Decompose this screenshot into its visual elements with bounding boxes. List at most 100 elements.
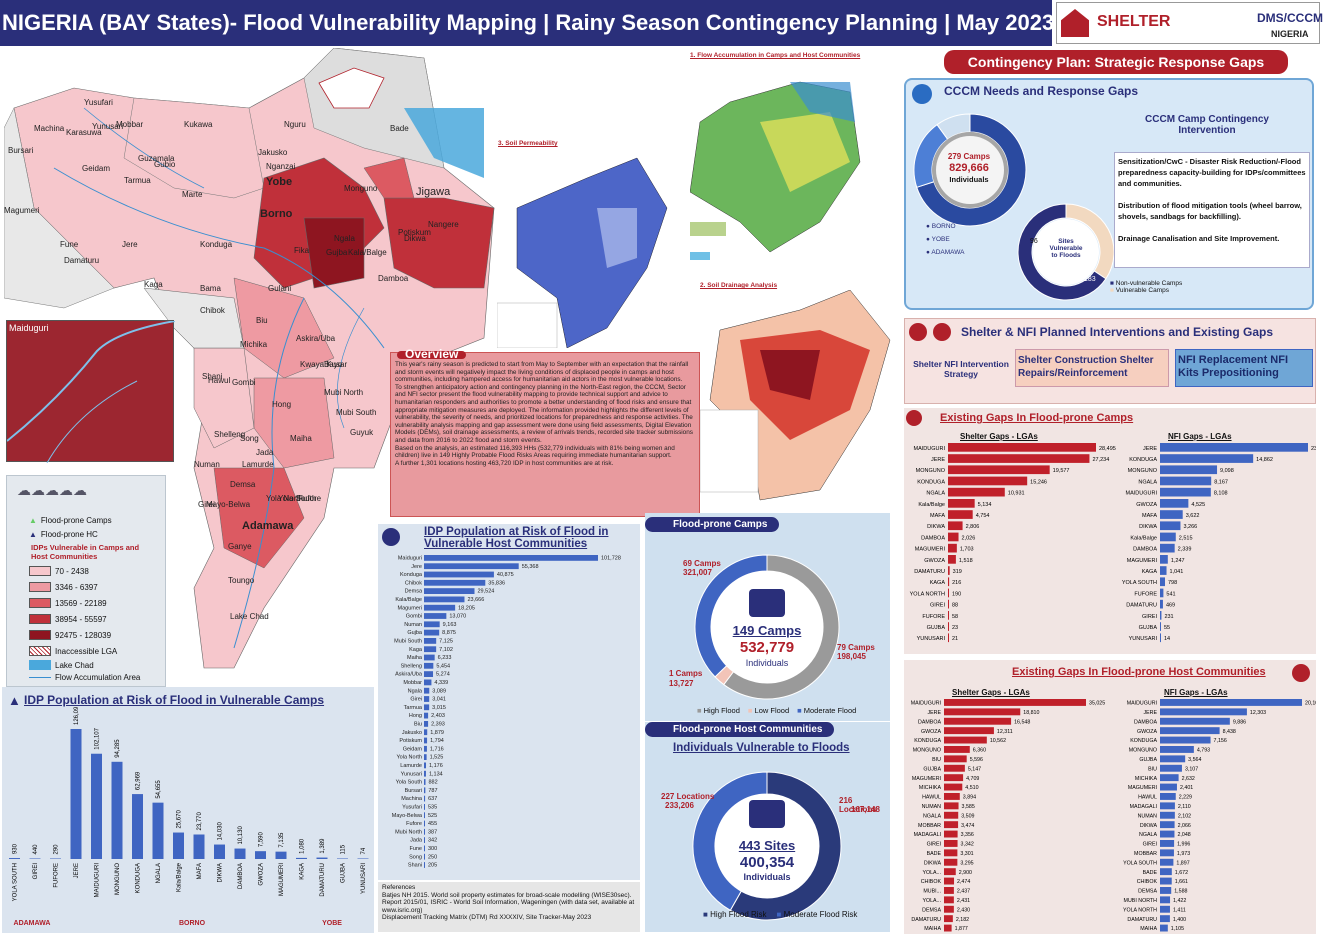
shelter-gap-label: MICHIKA bbox=[919, 785, 942, 791]
camp-bar-value: 7,590 bbox=[259, 831, 265, 847]
hc-bar-value: 387 bbox=[428, 829, 437, 835]
hc-bar bbox=[424, 729, 428, 736]
nfi-gap-value: 1,247 bbox=[1171, 558, 1185, 564]
camp-bar bbox=[9, 858, 20, 859]
nfi-gap-bar bbox=[1160, 699, 1302, 706]
shelter-gap-value: 58 bbox=[952, 614, 958, 620]
flow-accumulation-map bbox=[690, 81, 861, 260]
references: References Batjes NH 2015. World soil pr… bbox=[378, 882, 640, 932]
camp-bar-value: 126,093 bbox=[74, 707, 80, 725]
shelter-gap-label: YOLA NORTH bbox=[910, 591, 945, 597]
hc-bar bbox=[424, 712, 429, 719]
fp-label: 69 Camps bbox=[683, 559, 721, 568]
shelter-gap-value: 2,182 bbox=[956, 917, 969, 923]
camp-bar-label: DIKWA bbox=[218, 863, 224, 882]
hc-bar bbox=[424, 563, 519, 570]
shelter-gap-label: DEMSA bbox=[922, 907, 941, 913]
shelter-gap-bar bbox=[948, 443, 1096, 452]
shelter-gap-bar bbox=[948, 599, 949, 609]
shelter-gap-label: MONGUNO bbox=[916, 468, 946, 474]
nfi-icon bbox=[933, 323, 951, 341]
camp-bar bbox=[275, 851, 287, 859]
camp-bar bbox=[70, 729, 82, 859]
shelter-gap-value: 2,431 bbox=[957, 898, 970, 904]
shelter-gap-bar bbox=[944, 821, 959, 829]
nfi-gap-label: GIREI bbox=[1142, 614, 1157, 620]
overview-p2: To strengthen anticipatory action and co… bbox=[395, 383, 693, 444]
legend-item: Flood-prone HC bbox=[40, 530, 98, 539]
logo-country: NIGERIA bbox=[1271, 29, 1309, 39]
shelter-gap-bar bbox=[948, 499, 975, 508]
nfi-gap-value: 2,066 bbox=[1178, 823, 1191, 829]
shelter-gap-bar bbox=[944, 699, 1086, 706]
camp-population-chart: ▲ IDP Population at Risk of Flood in Vul… bbox=[2, 687, 374, 933]
fh-label: 227 Locations bbox=[661, 792, 715, 801]
nfi-gap-bar bbox=[1160, 611, 1162, 620]
map-place-label: Nguru bbox=[284, 120, 306, 129]
shelter-gap-bar bbox=[944, 840, 958, 847]
hc-bar-value: 882 bbox=[429, 780, 438, 786]
hc-bar bbox=[424, 762, 427, 769]
nfi-gap-value: 2,229 bbox=[1179, 795, 1192, 801]
nfi-gap-label: MONGUNO bbox=[1128, 468, 1158, 474]
map-place-label: Dikwa bbox=[404, 234, 426, 243]
map-place-label: Gombi bbox=[232, 378, 256, 387]
nfi-gap-label: DAMATURU bbox=[1127, 917, 1157, 923]
snfi-strategy: Shelter NFI Intervention Strategy bbox=[913, 359, 1009, 379]
hc-bar-value: 300 bbox=[428, 846, 437, 852]
nfi-gap-bar bbox=[1160, 896, 1171, 904]
map-place-label: Girei bbox=[198, 500, 215, 509]
nfi-gap-label: GUJBA bbox=[1139, 757, 1157, 763]
shelter-gap-value: 2,437 bbox=[957, 889, 970, 895]
shelter-gap-value: 27,234 bbox=[1092, 457, 1109, 463]
map-place-label: Kaga bbox=[144, 280, 163, 289]
camp-bar-value: 1,389 bbox=[320, 838, 326, 854]
nfi-gap-bar bbox=[1160, 887, 1172, 894]
shelter-gap-bar bbox=[948, 633, 949, 643]
hc-bar-value: 535 bbox=[428, 805, 437, 811]
cloud-rain-icon: ☁☁☁☁☁ bbox=[17, 482, 87, 498]
shelter-gap-bar bbox=[944, 849, 958, 857]
shelter-gap-value: 190 bbox=[952, 591, 961, 597]
shelter-gap-bar bbox=[944, 896, 954, 904]
nfi-gap-bar bbox=[1160, 499, 1189, 508]
nfi-gap-value: 3,564 bbox=[1188, 757, 1201, 763]
hc-population-chart: IDP Population at Risk of Flood in Vulne… bbox=[378, 524, 640, 880]
hc-bar-value: 23,666 bbox=[467, 597, 484, 603]
hc-bar bbox=[424, 770, 426, 777]
hc-bar-value: 35,836 bbox=[488, 580, 505, 586]
camp-bar-value: 102,107 bbox=[95, 727, 101, 749]
camp-bar-label: YUNUSARI bbox=[361, 863, 367, 894]
hc-bar-value: 8,875 bbox=[442, 630, 456, 636]
shelter-gap-label: FUFORE bbox=[922, 614, 945, 620]
shelter-gap-value: 4,510 bbox=[965, 785, 978, 791]
snfi-title: Shelter & NFI Planned Interventions and … bbox=[961, 325, 1274, 339]
camp-bar-value: 74 bbox=[361, 847, 367, 854]
hc-bar bbox=[424, 555, 598, 561]
map-place-label: Damboa bbox=[378, 274, 409, 283]
nfi-gap-value: 8,167 bbox=[1214, 479, 1228, 485]
map-place-label: Damaturu bbox=[64, 256, 100, 265]
nfi-gap-label: DEMSA bbox=[1138, 889, 1157, 895]
shelter-gap-value: 5,134 bbox=[978, 502, 992, 508]
nfi-gap-bar bbox=[1160, 915, 1170, 923]
hc-bar-value: 3,015 bbox=[432, 705, 446, 711]
shelter-gap-label: MAIDUGURI bbox=[914, 446, 946, 452]
hc-bar-value: 6,233 bbox=[438, 655, 452, 661]
nfi-gap-label: YUNUSARI bbox=[1129, 636, 1158, 642]
shelter-gap-bar bbox=[944, 905, 954, 913]
fh-legend: ■ High Flood Risk ■ Moderate Flood Risk bbox=[703, 910, 858, 919]
shelter-gap-value: 23 bbox=[952, 625, 958, 631]
fh-label: 216 Locations bbox=[839, 796, 877, 814]
nfi-gap-value: 1,400 bbox=[1173, 917, 1186, 923]
cccm-interventions: Sensitization/CwC - Disaster Risk Reduct… bbox=[1114, 152, 1310, 268]
nfi-gap-bar bbox=[1160, 566, 1167, 575]
nfi-gap-value: 14,862 bbox=[1256, 457, 1273, 463]
nfi-gap-value: 55 bbox=[1164, 625, 1170, 631]
sites-hole bbox=[1033, 219, 1099, 285]
hc-bar-label: Mubi North bbox=[395, 829, 422, 835]
nfi-gap-label: YOLA SOUTH bbox=[1123, 860, 1157, 866]
house-icon bbox=[1292, 664, 1310, 682]
shelter-gap-label: MAIDUGURI bbox=[911, 701, 941, 707]
shelter-gap-label: KONDUGA bbox=[917, 479, 945, 485]
